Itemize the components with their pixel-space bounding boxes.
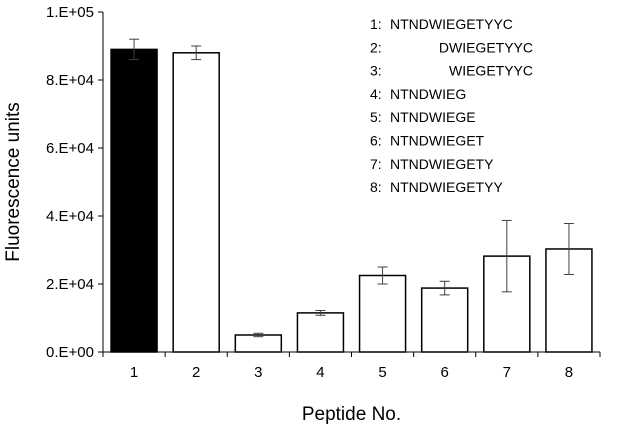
bar	[358, 274, 407, 353]
bar	[172, 52, 220, 353]
legend-sequence: NTNDWIEGE	[390, 109, 476, 125]
legend-number: 7:	[370, 156, 382, 172]
y-tick-label: 2.E+04	[46, 276, 94, 293]
x-tick-label: 6	[441, 364, 449, 381]
legend-sequence: NTNDWIEG	[390, 86, 466, 102]
legend-number: 3:	[370, 63, 382, 79]
legend-sequence: NTNDWIEGET	[390, 133, 485, 149]
legend-number: 1:	[370, 16, 382, 32]
legend-sequence: NTNDWIEGETYY	[390, 179, 503, 195]
legend-sequence: NTNDWIEGETY	[390, 156, 494, 172]
y-tick-label: 1.E+05	[46, 4, 94, 21]
legend-number: 2:	[370, 39, 382, 55]
x-ticks: 1 2 3 4 5 6 7 8	[102, 352, 601, 381]
bar	[296, 312, 345, 353]
legend-number: 5:	[370, 109, 382, 125]
y-tick-label: 4.E+04	[46, 208, 94, 225]
y-tick-label: 8.E+04	[46, 72, 94, 89]
legend-sequence: NTNDWIEGETYYC	[390, 16, 513, 32]
bar	[234, 334, 283, 353]
legend-number: 6:	[370, 133, 382, 149]
legend-sequence: WIEGETYYC	[449, 63, 533, 79]
bar	[110, 48, 158, 353]
x-tick-label: 5	[378, 364, 386, 381]
x-tick-label: 7	[503, 364, 511, 381]
legend: 1: NTNDWIEGETYYC 2: DWIEGETYYC 3: WIEGETYYC 4:…	[370, 16, 533, 195]
y-ticks: 0.E+00 2.E+04 4.E+04 6.E+04 8.E+04 1.E+05	[46, 4, 103, 361]
x-axis-title: Peptide No.	[302, 404, 401, 425]
error-bars	[129, 38, 574, 338]
x-tick-label: 2	[192, 364, 200, 381]
y-tick-label: 0.E+00	[46, 344, 94, 361]
bars	[110, 48, 593, 353]
x-tick-label: 4	[316, 364, 324, 381]
y-axis-title: Fluorescence units	[3, 102, 24, 261]
x-tick-label: 8	[565, 364, 573, 381]
legend-number: 4:	[370, 86, 382, 102]
x-tick-label: 3	[254, 364, 262, 381]
bar	[420, 287, 469, 353]
legend-sequence: DWIEGETYYC	[439, 39, 533, 55]
legend-number: 8:	[370, 179, 382, 195]
x-tick-label: 1	[130, 364, 138, 381]
y-tick-label: 6.E+04	[46, 140, 94, 157]
